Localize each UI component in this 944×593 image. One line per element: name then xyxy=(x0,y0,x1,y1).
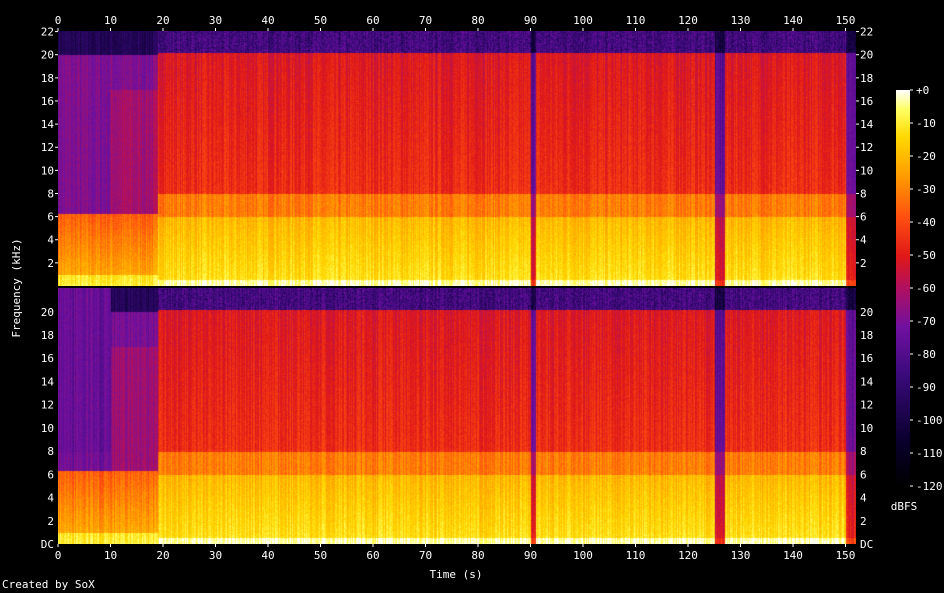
x-tick-label-bottom: 90 xyxy=(524,549,537,562)
colorbar-tick-label: -10 xyxy=(916,117,936,130)
y-tick-label-channel-1: 10 xyxy=(860,164,873,177)
x-tick-label-top: 60 xyxy=(366,14,379,27)
y-tick-label-channel-2: 12 xyxy=(860,399,873,412)
y-tick-label-channel-2: DC xyxy=(41,538,54,551)
y-tick-label-channel-2: 14 xyxy=(860,375,874,388)
colorbar-tick-label: -60 xyxy=(916,282,936,295)
colorbar-tick-label: -40 xyxy=(916,216,936,229)
x-tick-label-bottom: 60 xyxy=(366,549,379,562)
y-tick-label-channel-2: 10 xyxy=(41,422,54,435)
y-tick-label-channel-2: 12 xyxy=(41,399,54,412)
x-tick-label-top: 150 xyxy=(836,14,856,27)
x-tick-label-bottom: 10 xyxy=(104,549,117,562)
y-tick-label-channel-2: 16 xyxy=(860,352,873,365)
y-tick-label-channel-2: 18 xyxy=(860,329,873,342)
x-tick-label-top: 30 xyxy=(209,14,222,27)
colorbar-tick-label: +0 xyxy=(916,84,929,97)
colorbar-tick-label: -20 xyxy=(916,150,936,163)
y-tick-label-channel-1: 2 xyxy=(47,257,54,270)
y-tick-label-channel-1: 6 xyxy=(860,211,867,224)
colorbar-tick-label: -120 xyxy=(916,480,943,493)
x-tick-label-bottom: 30 xyxy=(209,549,222,562)
y-tick-label-channel-1: 22 xyxy=(860,26,873,39)
x-tick-label-bottom: 80 xyxy=(471,549,484,562)
y-tick-label-channel-2: 2 xyxy=(860,515,867,528)
x-tick-label-bottom: 40 xyxy=(261,549,274,562)
colorbar-tick-label: -30 xyxy=(916,183,936,196)
y-tick-label-channel-1: 12 xyxy=(860,141,873,154)
y-tick-label-channel-2: 14 xyxy=(41,375,55,388)
colorbar-tick-label: -80 xyxy=(916,348,936,361)
spectrogram-channel-2 xyxy=(58,288,856,544)
x-tick-label-top: 100 xyxy=(573,14,593,27)
x-tick-label-bottom: 100 xyxy=(573,549,593,562)
y-axis-title: Frequency (kHz) xyxy=(10,238,23,337)
y-tick-label-channel-1: 4 xyxy=(860,234,867,247)
colorbar-tick-label: -70 xyxy=(916,315,936,328)
sox-credit: Created by SoX xyxy=(2,578,95,591)
y-tick-label-channel-1: 2 xyxy=(860,257,867,270)
colorbar-label: dBFS xyxy=(891,500,918,513)
y-tick-label-channel-2: 16 xyxy=(41,352,54,365)
y-tick-label-channel-1: 20 xyxy=(860,49,873,62)
x-tick-label-top: 90 xyxy=(524,14,537,27)
x-tick-label-top: 40 xyxy=(261,14,274,27)
y-tick-label-channel-2: 8 xyxy=(47,445,54,458)
y-tick-label-channel-2: DC xyxy=(860,538,873,551)
x-tick-label-top: 50 xyxy=(314,14,327,27)
x-tick-label-top: 120 xyxy=(678,14,698,27)
y-tick-label-channel-2: 6 xyxy=(47,468,54,481)
y-tick-label-channel-1: 4 xyxy=(47,234,54,247)
y-tick-label-channel-2: 8 xyxy=(860,445,867,458)
y-tick-label-channel-1: 22 xyxy=(41,26,54,39)
x-tick-label-bottom: 140 xyxy=(783,549,803,562)
y-tick-label-channel-1: 14 xyxy=(860,118,874,131)
x-tick-label-top: 20 xyxy=(156,14,169,27)
colorbar-tick-label: -100 xyxy=(916,414,943,427)
y-tick-label-channel-1: 10 xyxy=(41,164,54,177)
x-tick-label-bottom: 130 xyxy=(731,549,751,562)
x-axis-title: Time (s) xyxy=(430,568,483,581)
y-tick-label-channel-1: 6 xyxy=(47,211,54,224)
x-tick-label-top: 10 xyxy=(104,14,117,27)
y-tick-label-channel-1: 18 xyxy=(860,72,873,85)
y-tick-label-channel-1: 8 xyxy=(860,187,867,200)
x-tick-label-top: 130 xyxy=(731,14,751,27)
x-tick-label-bottom: 50 xyxy=(314,549,327,562)
y-tick-label-channel-2: 4 xyxy=(47,492,54,505)
y-tick-label-channel-1: 8 xyxy=(47,187,54,200)
x-tick-label-bottom: 120 xyxy=(678,549,698,562)
x-tick-label-top: 70 xyxy=(419,14,432,27)
x-tick-label-top: 80 xyxy=(471,14,484,27)
x-tick-label-top: 0 xyxy=(55,14,62,27)
y-tick-label-channel-1: 18 xyxy=(41,72,54,85)
colorbar-tick-label: -110 xyxy=(916,447,943,460)
x-tick-label-top: 140 xyxy=(783,14,803,27)
y-tick-label-channel-1: 12 xyxy=(41,141,54,154)
y-tick-label-channel-2: 18 xyxy=(41,329,54,342)
y-tick-label-channel-1: 16 xyxy=(860,95,873,108)
y-tick-label-channel-2: 20 xyxy=(41,306,54,319)
x-tick-label-bottom: 70 xyxy=(419,549,432,562)
y-tick-label-channel-2: 6 xyxy=(860,468,867,481)
colorbar xyxy=(896,90,910,486)
y-tick-label-channel-1: 20 xyxy=(41,49,54,62)
x-tick-label-bottom: 150 xyxy=(836,549,856,562)
x-tick-label-bottom: 110 xyxy=(626,549,646,562)
y-tick-label-channel-1: 14 xyxy=(41,118,55,131)
x-tick-label-bottom: 20 xyxy=(156,549,169,562)
y-tick-label-channel-2: 2 xyxy=(47,515,54,528)
x-tick-label-bottom: 0 xyxy=(55,549,62,562)
colorbar-tick-label: -50 xyxy=(916,249,936,262)
y-tick-label-channel-1: 16 xyxy=(41,95,54,108)
y-tick-label-channel-2: 4 xyxy=(860,492,867,505)
y-tick-label-channel-2: 20 xyxy=(860,306,873,319)
y-tick-label-channel-2: 10 xyxy=(860,422,873,435)
colorbar-tick-label: -90 xyxy=(916,381,936,394)
spectrogram-channel-1 xyxy=(58,31,856,286)
x-tick-label-top: 110 xyxy=(626,14,646,27)
